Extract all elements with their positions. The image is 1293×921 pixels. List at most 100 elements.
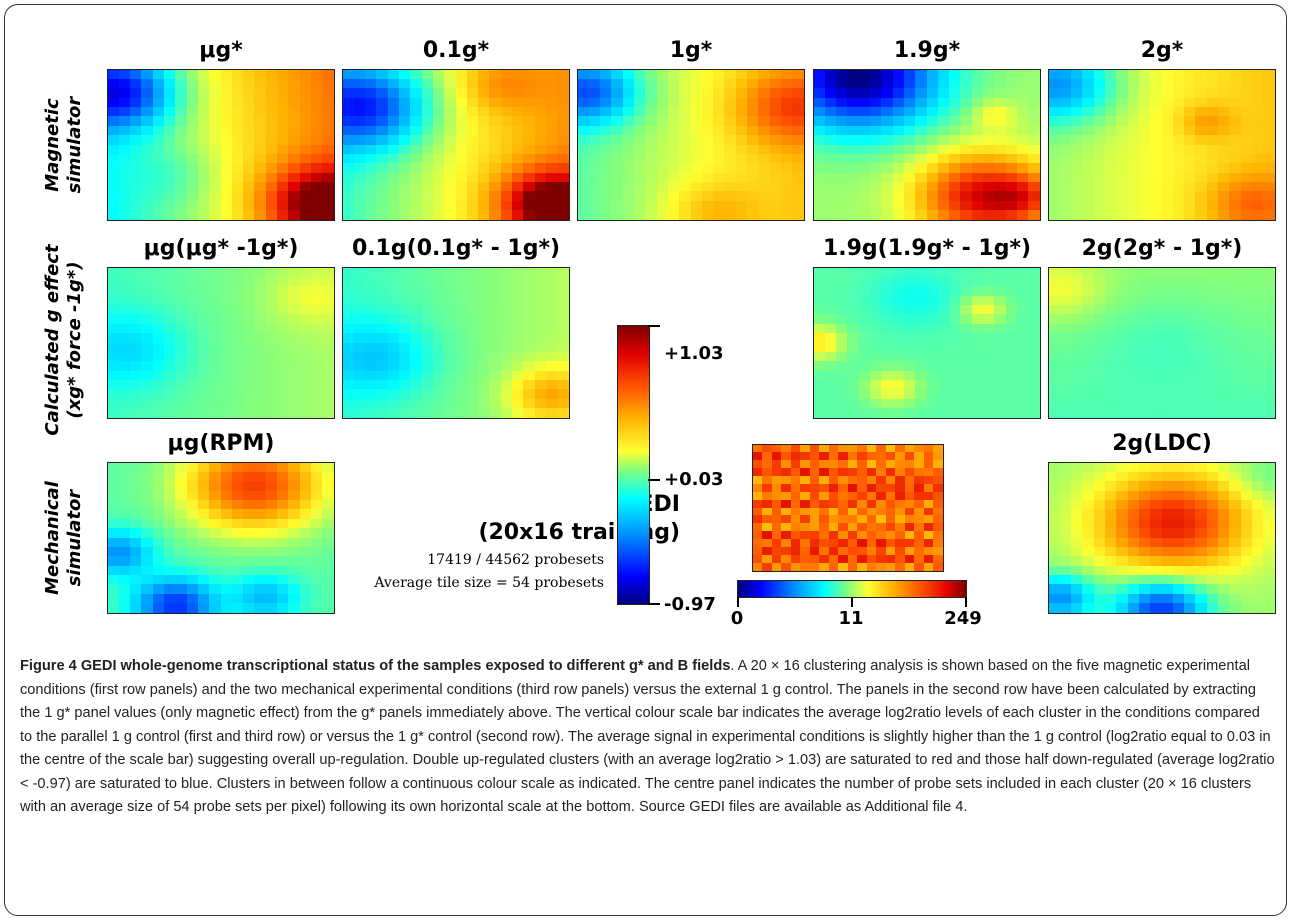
heatmap-cell [232, 126, 243, 135]
heatmap-cell [1094, 500, 1105, 509]
heatmap-cell [657, 126, 668, 135]
heatmap-cell [410, 380, 422, 389]
heatmap-cell [1060, 135, 1071, 145]
heatmap-cell [847, 98, 859, 107]
heatmap-cell [960, 380, 972, 389]
heatmap-cell [905, 492, 914, 500]
heatmap-cell [501, 126, 512, 135]
heatmap-cell [1241, 126, 1252, 135]
heatmap-cell [1139, 380, 1150, 389]
heatmap-cell [243, 566, 254, 575]
heatmap-cell [1060, 324, 1071, 333]
heatmap-cell [119, 107, 130, 116]
heatmap-cell [668, 191, 679, 201]
heatmap-cell [1162, 79, 1173, 88]
heatmap-cell [365, 107, 376, 116]
heatmap-cell [354, 79, 365, 88]
heatmap-cell [1139, 481, 1150, 491]
heatmap-cell [960, 296, 972, 305]
heatmap-cell [589, 116, 600, 126]
panel-title-0-1g-effect: 0.1g(0.1g* - 1g*) [351, 236, 561, 261]
heatmap-cell [557, 79, 569, 88]
heatmap-cell [1252, 500, 1263, 509]
heatmap-cell [399, 296, 410, 305]
heatmap-cell [800, 460, 810, 468]
heatmap-cell [164, 566, 175, 575]
heatmap-cell [758, 182, 770, 191]
heatmap-cell [557, 286, 569, 296]
heatmap-cell [915, 361, 927, 371]
heatmap-cell [322, 154, 334, 163]
heatmap-cell [881, 352, 893, 361]
heatmap-cell [311, 352, 322, 361]
heatmap-cell [791, 515, 800, 523]
heatmap-cell [1184, 145, 1195, 154]
heatmap-cell [600, 163, 611, 173]
heatmap-cell [814, 163, 825, 173]
heatmap-cell [1173, 277, 1184, 286]
heatmap-cell [1094, 70, 1105, 79]
heatmap-cell [1049, 79, 1060, 88]
heatmap-cell [1139, 154, 1150, 163]
heatmap-cell [1060, 116, 1071, 126]
heatmap-cell [221, 201, 232, 210]
heatmap-cell [915, 191, 927, 201]
heatmap-cell [1094, 463, 1105, 472]
heatmap-cell [859, 116, 870, 126]
heatmap-cell [1116, 286, 1128, 296]
heatmap-cell [762, 468, 772, 476]
heatmap-cell [376, 305, 388, 314]
heatmap-cell [1082, 547, 1094, 556]
heatmap-cell [847, 154, 859, 163]
heatmap-cell [1139, 210, 1150, 220]
heatmap-cell [713, 201, 724, 210]
heatmap-cell [836, 182, 847, 191]
heatmap-cell [847, 333, 859, 343]
heatmap-cell [859, 343, 870, 352]
heatmap-cell [1195, 210, 1207, 220]
heatmap-cell [859, 389, 870, 399]
heatmap-cell [322, 173, 334, 182]
heatmap-cell [623, 201, 634, 210]
heatmap-cell [456, 163, 467, 173]
heatmap-cell [164, 145, 175, 154]
heatmap-cell [153, 268, 164, 277]
heatmap-cell [1060, 107, 1071, 116]
heatmap-cell [141, 286, 153, 296]
heatmap-cell [915, 154, 927, 163]
heatmap-cell [1173, 575, 1184, 584]
heatmap-cell [589, 201, 600, 210]
heatmap-cell [645, 116, 657, 126]
heatmap-cell [376, 333, 388, 343]
heatmap-cell [702, 201, 713, 210]
heatmap-cell [444, 116, 456, 126]
heatmap-cell [1162, 575, 1173, 584]
heatmap-cell [1173, 324, 1184, 333]
heatmap-cell [983, 305, 994, 314]
heatmap-cell [1162, 371, 1173, 380]
heatmap-cell [904, 135, 915, 145]
heatmap-cell [679, 135, 691, 145]
heatmap-cell [277, 389, 288, 399]
heatmap-cell [1049, 389, 1060, 399]
heatmap-cell [589, 135, 600, 145]
heatmap-cell [933, 500, 943, 508]
heatmap-cell [829, 508, 838, 515]
heatmap-cell [164, 584, 175, 594]
heatmap-cell [1162, 343, 1173, 352]
heatmap-cell [938, 389, 949, 399]
heatmap-cell [399, 371, 410, 380]
heatmap-cell [1071, 268, 1082, 277]
heatmap-cell [847, 79, 859, 88]
heatmap-cell [1184, 380, 1195, 389]
heatmap-cell [904, 286, 915, 296]
heatmap-cell [388, 314, 399, 324]
heatmap-cell [187, 500, 198, 509]
heatmap-cell [915, 389, 927, 399]
heatmap-cell [444, 88, 456, 98]
heatmap-cell [1060, 286, 1071, 296]
heatmap-cell [322, 201, 334, 210]
heatmap-cell [209, 472, 221, 481]
heatmap-cell [949, 296, 960, 305]
heatmap-cell [1162, 268, 1173, 277]
